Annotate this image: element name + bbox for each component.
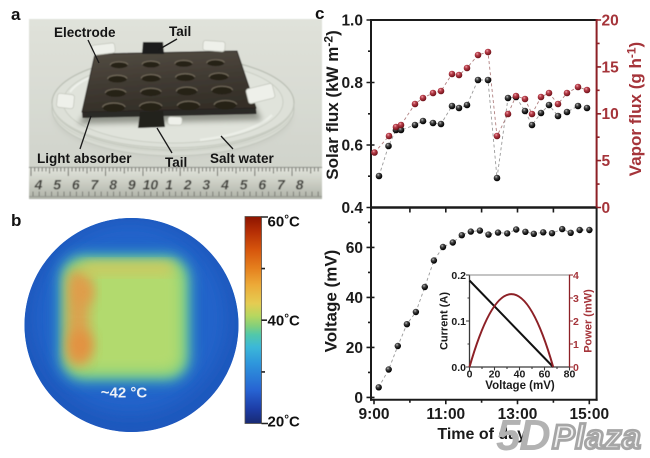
svg-text:8: 8 [109, 177, 117, 193]
svg-text:9:00: 9:00 [358, 406, 389, 423]
svg-text:2: 2 [573, 316, 579, 328]
svg-text:40: 40 [514, 369, 526, 381]
svg-text:Time of day: Time of day [437, 426, 526, 443]
svg-text:60: 60 [346, 240, 363, 257]
svg-text:60: 60 [539, 369, 551, 381]
svg-text:3: 3 [202, 177, 210, 193]
svg-text:5: 5 [602, 153, 611, 170]
svg-text:0: 0 [467, 369, 473, 381]
svg-text:0.2: 0.2 [451, 270, 466, 282]
svg-text:5D: 5D [496, 411, 550, 458]
svg-text:Voltage (mV): Voltage (mV) [485, 380, 555, 392]
svg-text:Current (A): Current (A) [439, 292, 451, 350]
svg-text:60°C: 60°C [268, 212, 301, 231]
svg-text:4: 4 [34, 177, 43, 193]
svg-text:8: 8 [296, 177, 304, 193]
svg-text:0: 0 [354, 390, 363, 407]
svg-text:10: 10 [143, 177, 159, 193]
svg-text:Electrode: Electrode [54, 25, 116, 40]
svg-text:20: 20 [346, 340, 363, 357]
svg-text:Tail: Tail [169, 24, 191, 39]
svg-text:40: 40 [346, 290, 363, 307]
svg-text:0.1: 0.1 [451, 316, 466, 328]
svg-text:4: 4 [220, 177, 229, 193]
svg-text:40°C: 40°C [268, 311, 301, 330]
svg-text:a: a [11, 5, 21, 24]
svg-text:0: 0 [573, 362, 579, 374]
svg-text:15: 15 [602, 59, 620, 76]
svg-text:2: 2 [183, 177, 192, 193]
svg-text:0.4: 0.4 [341, 200, 363, 217]
svg-text:5: 5 [240, 177, 248, 193]
svg-text:7: 7 [91, 177, 100, 193]
svg-text:Salt water: Salt water [210, 151, 275, 166]
svg-text:0.0: 0.0 [451, 362, 466, 374]
svg-text:0: 0 [602, 200, 611, 217]
svg-text:20: 20 [602, 13, 619, 30]
svg-text:1: 1 [165, 177, 173, 193]
svg-text:7: 7 [277, 177, 286, 193]
svg-text:0.8: 0.8 [341, 75, 363, 92]
svg-text:13:00: 13:00 [498, 406, 538, 423]
svg-text:Plaza: Plaza [552, 419, 641, 457]
svg-text:3: 3 [573, 293, 579, 305]
svg-text:6: 6 [72, 177, 80, 193]
svg-text:9: 9 [128, 177, 136, 193]
svg-text:11:00: 11:00 [426, 406, 465, 423]
svg-text:5: 5 [53, 177, 61, 193]
svg-text:Tail: Tail [165, 155, 187, 170]
svg-text:b: b [11, 211, 21, 230]
svg-text:1: 1 [573, 339, 579, 351]
svg-text:6: 6 [258, 177, 266, 193]
svg-text:Light absorber: Light absorber [37, 151, 132, 166]
svg-text:0.6: 0.6 [341, 138, 363, 155]
svg-text:4: 4 [573, 270, 579, 282]
svg-text:~42 °C: ~42 °C [101, 385, 148, 402]
svg-text:10: 10 [602, 106, 619, 123]
svg-text:Vapor flux (g h-1): Vapor flux (g h-1) [625, 42, 646, 176]
svg-text:1.0: 1.0 [341, 13, 363, 30]
svg-text:15:00: 15:00 [569, 406, 609, 423]
svg-text:c: c [315, 4, 324, 23]
svg-text:Power (mW): Power (mW) [583, 289, 595, 353]
svg-text:80: 80 [564, 369, 576, 381]
svg-text:20°C: 20°C [268, 412, 301, 431]
svg-text:Voltage (mV): Voltage (mV) [322, 250, 341, 353]
svg-text:Solar flux (kW m-2): Solar flux (kW m-2) [322, 30, 343, 180]
svg-text:20: 20 [489, 369, 501, 381]
